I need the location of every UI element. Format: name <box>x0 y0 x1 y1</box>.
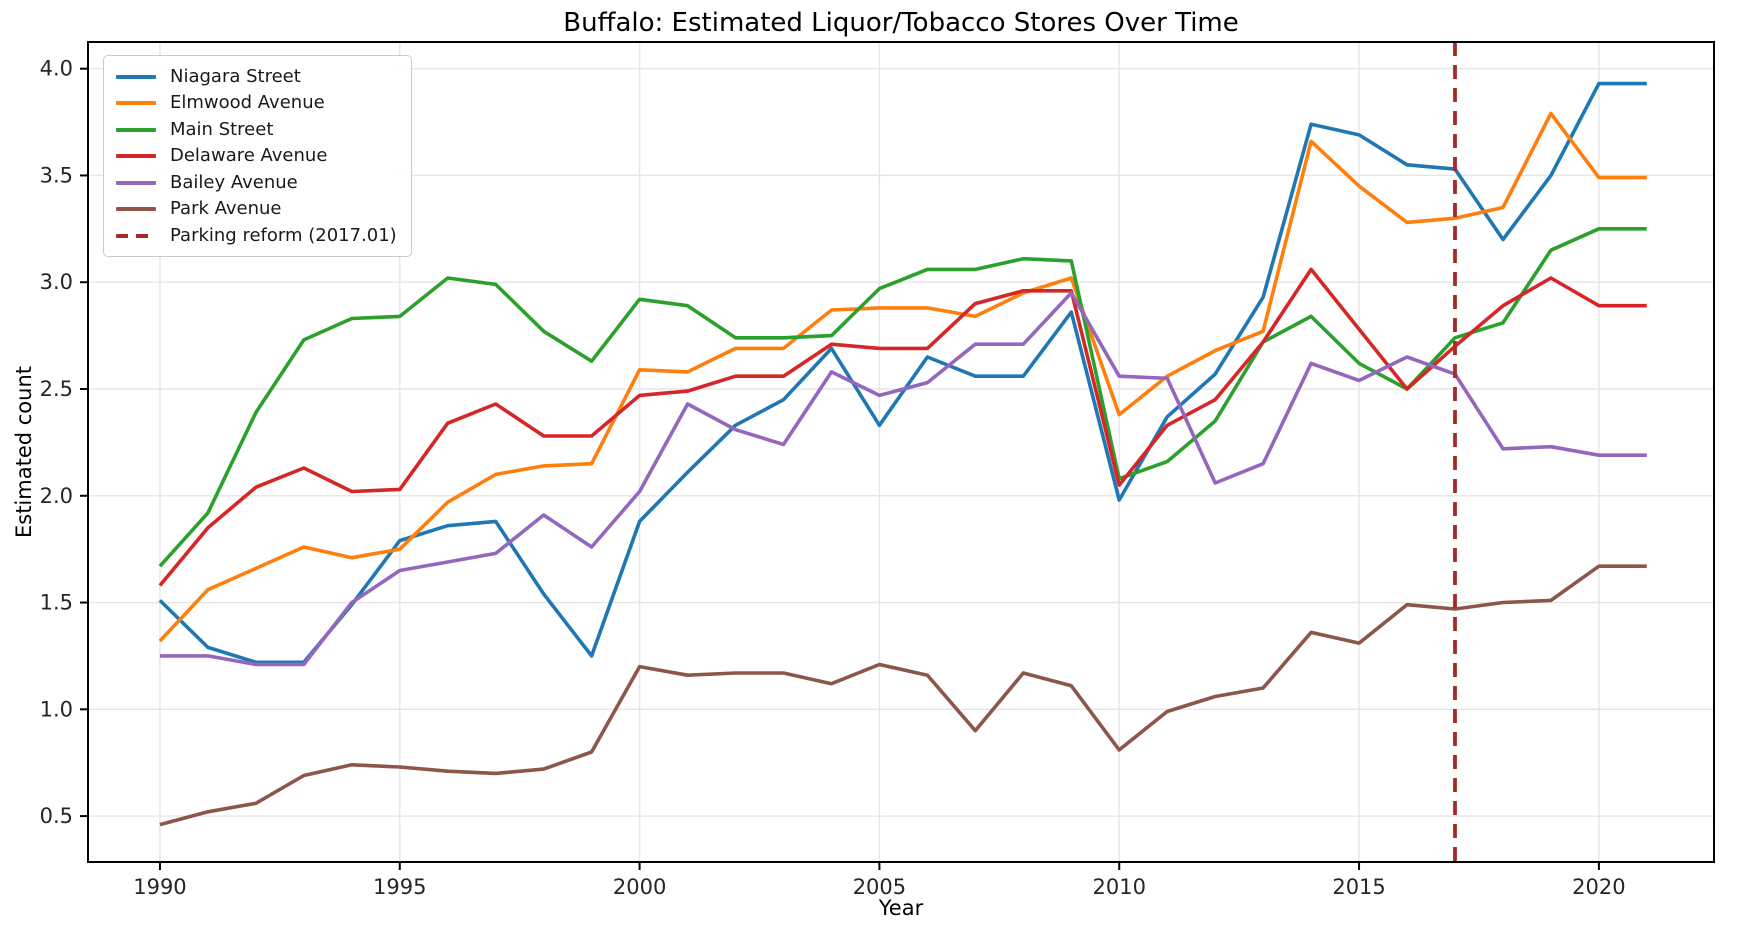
legend-item-label: Niagara Street <box>170 65 301 87</box>
y-tick-label-1: 1.0 <box>40 697 73 721</box>
x-tick-label-2020: 2020 <box>1572 875 1625 899</box>
line-swatch-icon <box>116 74 156 79</box>
x-tick-label-1995: 1995 <box>373 875 426 899</box>
x-tick-label-2000: 2000 <box>613 875 666 899</box>
series-line-main-street <box>158 227 1647 568</box>
legend-item-label: Bailey Avenue <box>170 171 298 193</box>
y-tick-label-3: 3.0 <box>40 270 73 294</box>
x-tick-label-2005: 2005 <box>853 875 906 899</box>
y-tick-label-2.5: 2.5 <box>40 377 73 401</box>
x-tick-label-1990: 1990 <box>133 875 186 899</box>
x-axis-label: Year <box>878 896 924 920</box>
legend-item-main-street: Main Street <box>116 119 397 140</box>
series-line-delaware-avenue <box>158 267 1647 587</box>
legend-item-delaware-avenue: Delaware Avenue <box>116 146 397 167</box>
line-swatch-icon <box>116 207 156 211</box>
y-tick-label-3.5: 3.5 <box>40 163 73 187</box>
legend-item-park-avenue: Park Avenue <box>116 199 397 220</box>
legend-item-niagara-street: Niagara Street <box>116 66 397 87</box>
line-swatch-icon <box>116 180 156 185</box>
legend-item-label: Park Avenue <box>170 198 282 219</box>
chart-title: Buffalo: Estimated Liquor/Tobacco Stores… <box>563 8 1239 38</box>
legend-item-label: Parking reform (2017.01) <box>170 224 397 246</box>
legend-item-elmwood-avenue: Elmwood Avenue <box>116 93 397 114</box>
legend-item-bailey-avenue: Bailey Avenue <box>116 172 397 193</box>
dashed-line-swatch-icon <box>116 233 156 238</box>
y-tick-label-0.5: 0.5 <box>40 804 73 828</box>
series-line-elmwood-avenue <box>158 111 1647 643</box>
line-swatch-icon <box>116 127 156 132</box>
y-tick-label-4: 4.0 <box>40 57 73 81</box>
legend: Niagara Street Elmwood Avenue Main Street D… <box>103 55 412 257</box>
x-tick-label-2015: 2015 <box>1332 875 1385 899</box>
series-line-park-avenue <box>159 564 1647 827</box>
legend-item-parking-reform-2017-01-: Parking reform (2017.01) <box>116 225 397 246</box>
y-axis-label: Estimated count <box>12 365 36 539</box>
axes-spines <box>87 41 1715 863</box>
y-tick-label-1.5: 1.5 <box>40 591 73 615</box>
series-line-niagara-street <box>158 81 1647 665</box>
legend-item-label: Main Street <box>170 118 274 140</box>
line-swatch-icon <box>116 101 156 105</box>
legend-item-label: Elmwood Avenue <box>170 92 325 113</box>
y-tick-label-2: 2.0 <box>40 484 73 508</box>
line-swatch-icon <box>116 154 156 158</box>
legend-item-label: Delaware Avenue <box>170 145 328 166</box>
series-line-bailey-avenue <box>159 291 1647 667</box>
x-tick-label-2010: 2010 <box>1093 875 1146 899</box>
